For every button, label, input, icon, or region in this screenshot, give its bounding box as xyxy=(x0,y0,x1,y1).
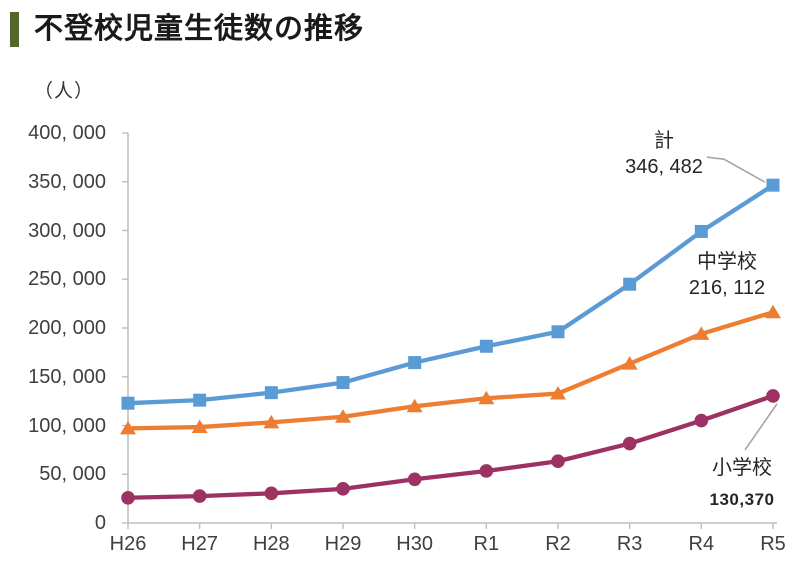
marker-square xyxy=(121,396,135,410)
title-accent-bar xyxy=(10,12,19,47)
marker-square xyxy=(479,339,493,353)
marker-triangle xyxy=(478,390,495,405)
marker-circle xyxy=(766,389,780,403)
y-tick-label: 250, 000 xyxy=(28,268,106,291)
marker-square xyxy=(408,356,422,370)
marker-triangle xyxy=(765,304,781,319)
x-tick-label: R5 xyxy=(760,533,786,555)
marker-circle xyxy=(264,486,279,501)
marker-triangle xyxy=(263,414,280,429)
leader-line-total xyxy=(706,156,766,183)
x-tick-label: H26 xyxy=(109,533,147,555)
marker-circle xyxy=(694,413,709,428)
x-tick-label: R3 xyxy=(616,533,643,555)
marker-triangle xyxy=(621,356,638,370)
y-tick-label: 400, 000 xyxy=(28,122,106,144)
marker-circle xyxy=(407,472,422,487)
marker-triangle xyxy=(406,398,423,413)
annotation-total-value: 346, 482 xyxy=(625,156,703,178)
y-tick-label: 200, 000 xyxy=(28,317,106,339)
marker-square xyxy=(694,224,708,238)
x-tick-label: H27 xyxy=(181,533,218,555)
marker-triangle xyxy=(693,326,710,340)
marker-circle xyxy=(121,490,135,505)
annotation-elementary: 小学校 130,370 xyxy=(710,455,775,512)
y-tick-label: 100, 000 xyxy=(28,414,106,437)
y-tick-label: 0 xyxy=(94,512,106,534)
annotation-total-label: 計 xyxy=(653,130,674,152)
marker-circle xyxy=(551,454,565,469)
x-tick-label: H30 xyxy=(396,533,433,555)
annotation-junior-high-value: 216, 112 xyxy=(688,277,766,299)
marker-circle xyxy=(336,482,350,496)
marker-square xyxy=(551,325,565,339)
y-tick-label: 300, 000 xyxy=(28,219,106,242)
marker-square xyxy=(264,386,278,400)
annotation-elementary-label: 小学校 xyxy=(711,457,772,479)
marker-circle xyxy=(479,464,494,478)
page-header: 不登校児童生徒数の推移 xyxy=(0,0,800,60)
y-tick-label: 350, 000 xyxy=(28,170,106,193)
series-line-0 xyxy=(125,183,776,406)
marker-square xyxy=(336,376,350,390)
marker-circle xyxy=(622,436,637,451)
x-tick-label: R4 xyxy=(688,533,715,555)
x-tick-label: H28 xyxy=(252,533,290,555)
marker-triangle xyxy=(120,420,136,435)
page-title: 不登校児童生徒数の推移 xyxy=(34,13,365,45)
annotation-elementary-value: 130,370 xyxy=(709,490,775,509)
annotation-junior-high: 中学校 216, 112 xyxy=(689,249,765,302)
x-tick-label: R1 xyxy=(473,533,500,555)
series-line-2 xyxy=(125,393,776,500)
y-tick-label: 150, 000 xyxy=(28,365,106,388)
y-tick-label: 50, 000 xyxy=(39,463,106,486)
marker-triangle xyxy=(335,409,351,423)
x-tick-label: R2 xyxy=(545,533,571,555)
marker-triangle xyxy=(191,419,208,434)
marker-square xyxy=(623,277,637,291)
x-tick-label: H29 xyxy=(324,533,362,555)
y-axis-unit-label: （人） xyxy=(34,81,95,102)
marker-circle xyxy=(192,489,207,503)
annotation-total: 計 346, 482 xyxy=(625,128,703,181)
leader-line-elementary xyxy=(744,403,778,451)
marker-triangle xyxy=(550,386,566,400)
series-line-1 xyxy=(125,310,776,431)
annotation-junior-high-label: 中学校 xyxy=(697,251,757,273)
marker-square xyxy=(766,178,780,192)
marker-square xyxy=(193,393,207,407)
